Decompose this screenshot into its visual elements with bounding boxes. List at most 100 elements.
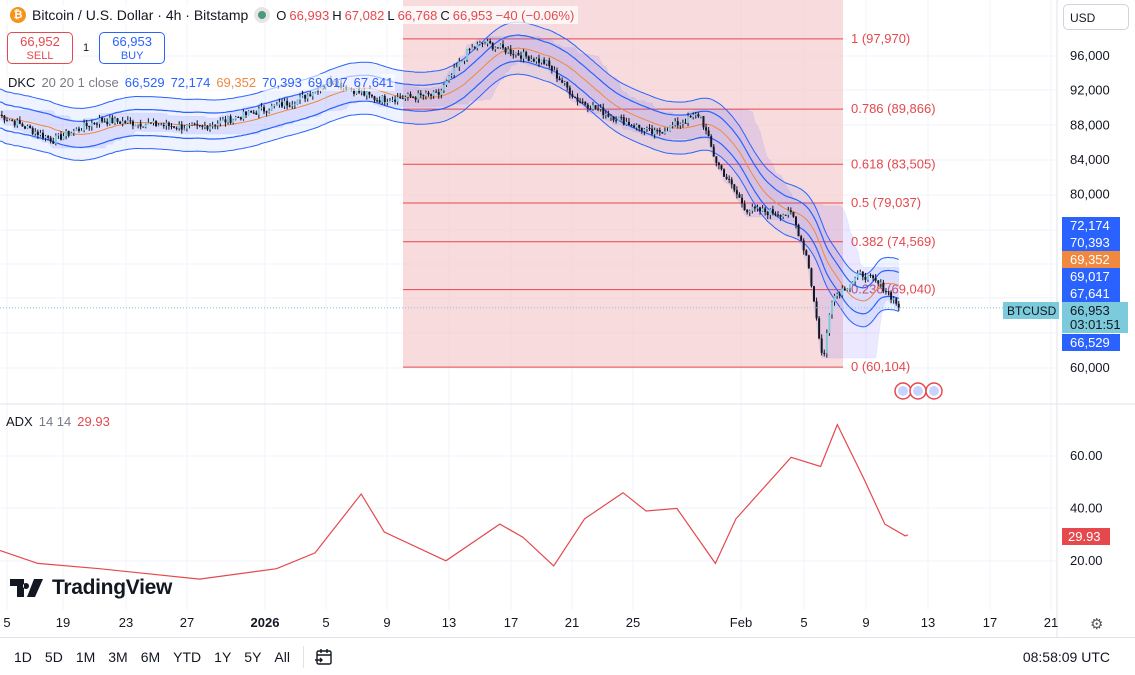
- price-tick: 60,000: [1070, 360, 1110, 375]
- candle-body: [669, 125, 672, 131]
- candle-body: [658, 130, 661, 133]
- buy-button[interactable]: 66,953 BUY: [99, 32, 166, 64]
- candle-body: [206, 125, 209, 130]
- dkc-legend[interactable]: DKC 20 20 1 close 66,529 72,174 69,352 70,3…: [6, 74, 396, 91]
- candle-body: [386, 101, 389, 103]
- candle-body: [517, 52, 520, 56]
- chart-canvas[interactable]: 1 (97,970) 0.786 (89,866) 0.618 (83,505) 0.…: [0, 0, 1135, 637]
- candle-body: [507, 49, 510, 53]
- adx-legend[interactable]: ADX 14 14 29.93: [6, 414, 110, 429]
- keltner-upper-outer: [0, 21, 899, 276]
- candle-body: [841, 288, 844, 296]
- range-5y[interactable]: 5Y: [244, 648, 262, 665]
- candle-body: [173, 126, 176, 128]
- candle-body: [376, 100, 379, 102]
- sell-button[interactable]: 66,952 SELL: [7, 32, 73, 64]
- candle-body: [643, 128, 646, 131]
- symbol-title[interactable]: Bitcoin / U.S. Dollar · 4h · Bitstamp: [32, 7, 249, 23]
- range-all[interactable]: All: [274, 648, 290, 665]
- candle-body: [591, 105, 594, 110]
- candle-body: [39, 132, 42, 135]
- candle-body: [725, 176, 728, 179]
- candle-body: [571, 94, 574, 97]
- candle-body: [137, 123, 140, 126]
- range-1d[interactable]: 1D: [14, 648, 32, 665]
- candle-body: [149, 122, 152, 124]
- candle-body: [252, 112, 255, 114]
- range-3m[interactable]: 3M: [108, 648, 128, 665]
- candle-body: [6, 120, 9, 122]
- candle-body: [178, 124, 181, 129]
- goto-date-icon[interactable]: [314, 647, 334, 667]
- time-tick: 5: [322, 615, 329, 630]
- candle-body: [265, 111, 268, 113]
- candle-body: [733, 184, 736, 191]
- candle-body: [550, 66, 553, 71]
- price-tick: 92,000: [1070, 83, 1110, 98]
- candle-body: [759, 207, 762, 212]
- candle-body: [198, 124, 201, 126]
- currency-selector[interactable]: USD: [1063, 4, 1129, 30]
- range-6m[interactable]: 6M: [140, 648, 161, 665]
- price-tick: 80,000: [1070, 187, 1110, 202]
- candle-body: [191, 123, 194, 125]
- candle-body: [460, 60, 463, 62]
- adx-tick: 60.00: [1070, 448, 1103, 463]
- candle-body: [139, 123, 142, 127]
- market-status-icon[interactable]: [254, 7, 271, 23]
- candle-body: [717, 162, 720, 166]
- spread-value: 1: [83, 42, 90, 54]
- candle-body: [414, 97, 417, 100]
- candle-body: [481, 42, 484, 44]
- candle-body: [85, 122, 88, 127]
- candle-body: [126, 120, 129, 123]
- candle-body: [227, 116, 230, 123]
- candle-body: [617, 117, 620, 121]
- candle-body: [512, 54, 515, 56]
- candle-body: [764, 208, 767, 213]
- candle-body: [756, 207, 759, 209]
- range-5d[interactable]: 5D: [44, 648, 63, 665]
- candle-body: [520, 55, 523, 59]
- candle-body: [352, 89, 355, 94]
- candle-body: [31, 128, 34, 134]
- candle-body: [427, 92, 430, 95]
- range-1y[interactable]: 1Y: [214, 648, 232, 665]
- candle-body: [463, 59, 466, 61]
- candle-body: [687, 115, 690, 123]
- candle-body: [586, 104, 589, 109]
- range-1m[interactable]: 1M: [75, 648, 96, 665]
- candle-body: [255, 112, 258, 115]
- candle-body: [836, 293, 839, 296]
- candle-body: [75, 128, 78, 131]
- candle-body: [160, 124, 163, 126]
- candle-body: [401, 98, 404, 100]
- settings-gear-icon[interactable]: ⚙: [1090, 616, 1104, 633]
- range-ytd[interactable]: YTD: [173, 648, 202, 665]
- candle-body: [286, 101, 289, 106]
- candle-body: [162, 124, 165, 126]
- tradingview-logo[interactable]: TradingView: [10, 576, 172, 600]
- candle-body: [869, 274, 872, 276]
- fib-level-label: 0.382 (74,569): [851, 234, 936, 249]
- clock[interactable]: 08:58:09 UTC: [1022, 648, 1110, 665]
- candle-body: [103, 121, 106, 123]
- candle-body: [422, 94, 425, 97]
- candle-body: [450, 75, 453, 77]
- candle-body: [83, 122, 86, 131]
- candle-body: [812, 286, 815, 302]
- candle-body: [278, 102, 281, 105]
- candle-body: [54, 135, 57, 144]
- candle-body: [645, 128, 648, 130]
- candle-body: [720, 165, 723, 170]
- candle-body: [707, 130, 710, 137]
- fib-level-label: 0.618 (83,505): [851, 156, 936, 171]
- candle-body: [432, 91, 435, 96]
- candle-body: [620, 117, 623, 119]
- candle-body: [247, 111, 250, 115]
- candle-body: [301, 94, 304, 97]
- candle-body: [833, 295, 836, 302]
- candle-body: [589, 108, 592, 110]
- candle-body: [234, 116, 237, 120]
- candle-body: [561, 80, 564, 83]
